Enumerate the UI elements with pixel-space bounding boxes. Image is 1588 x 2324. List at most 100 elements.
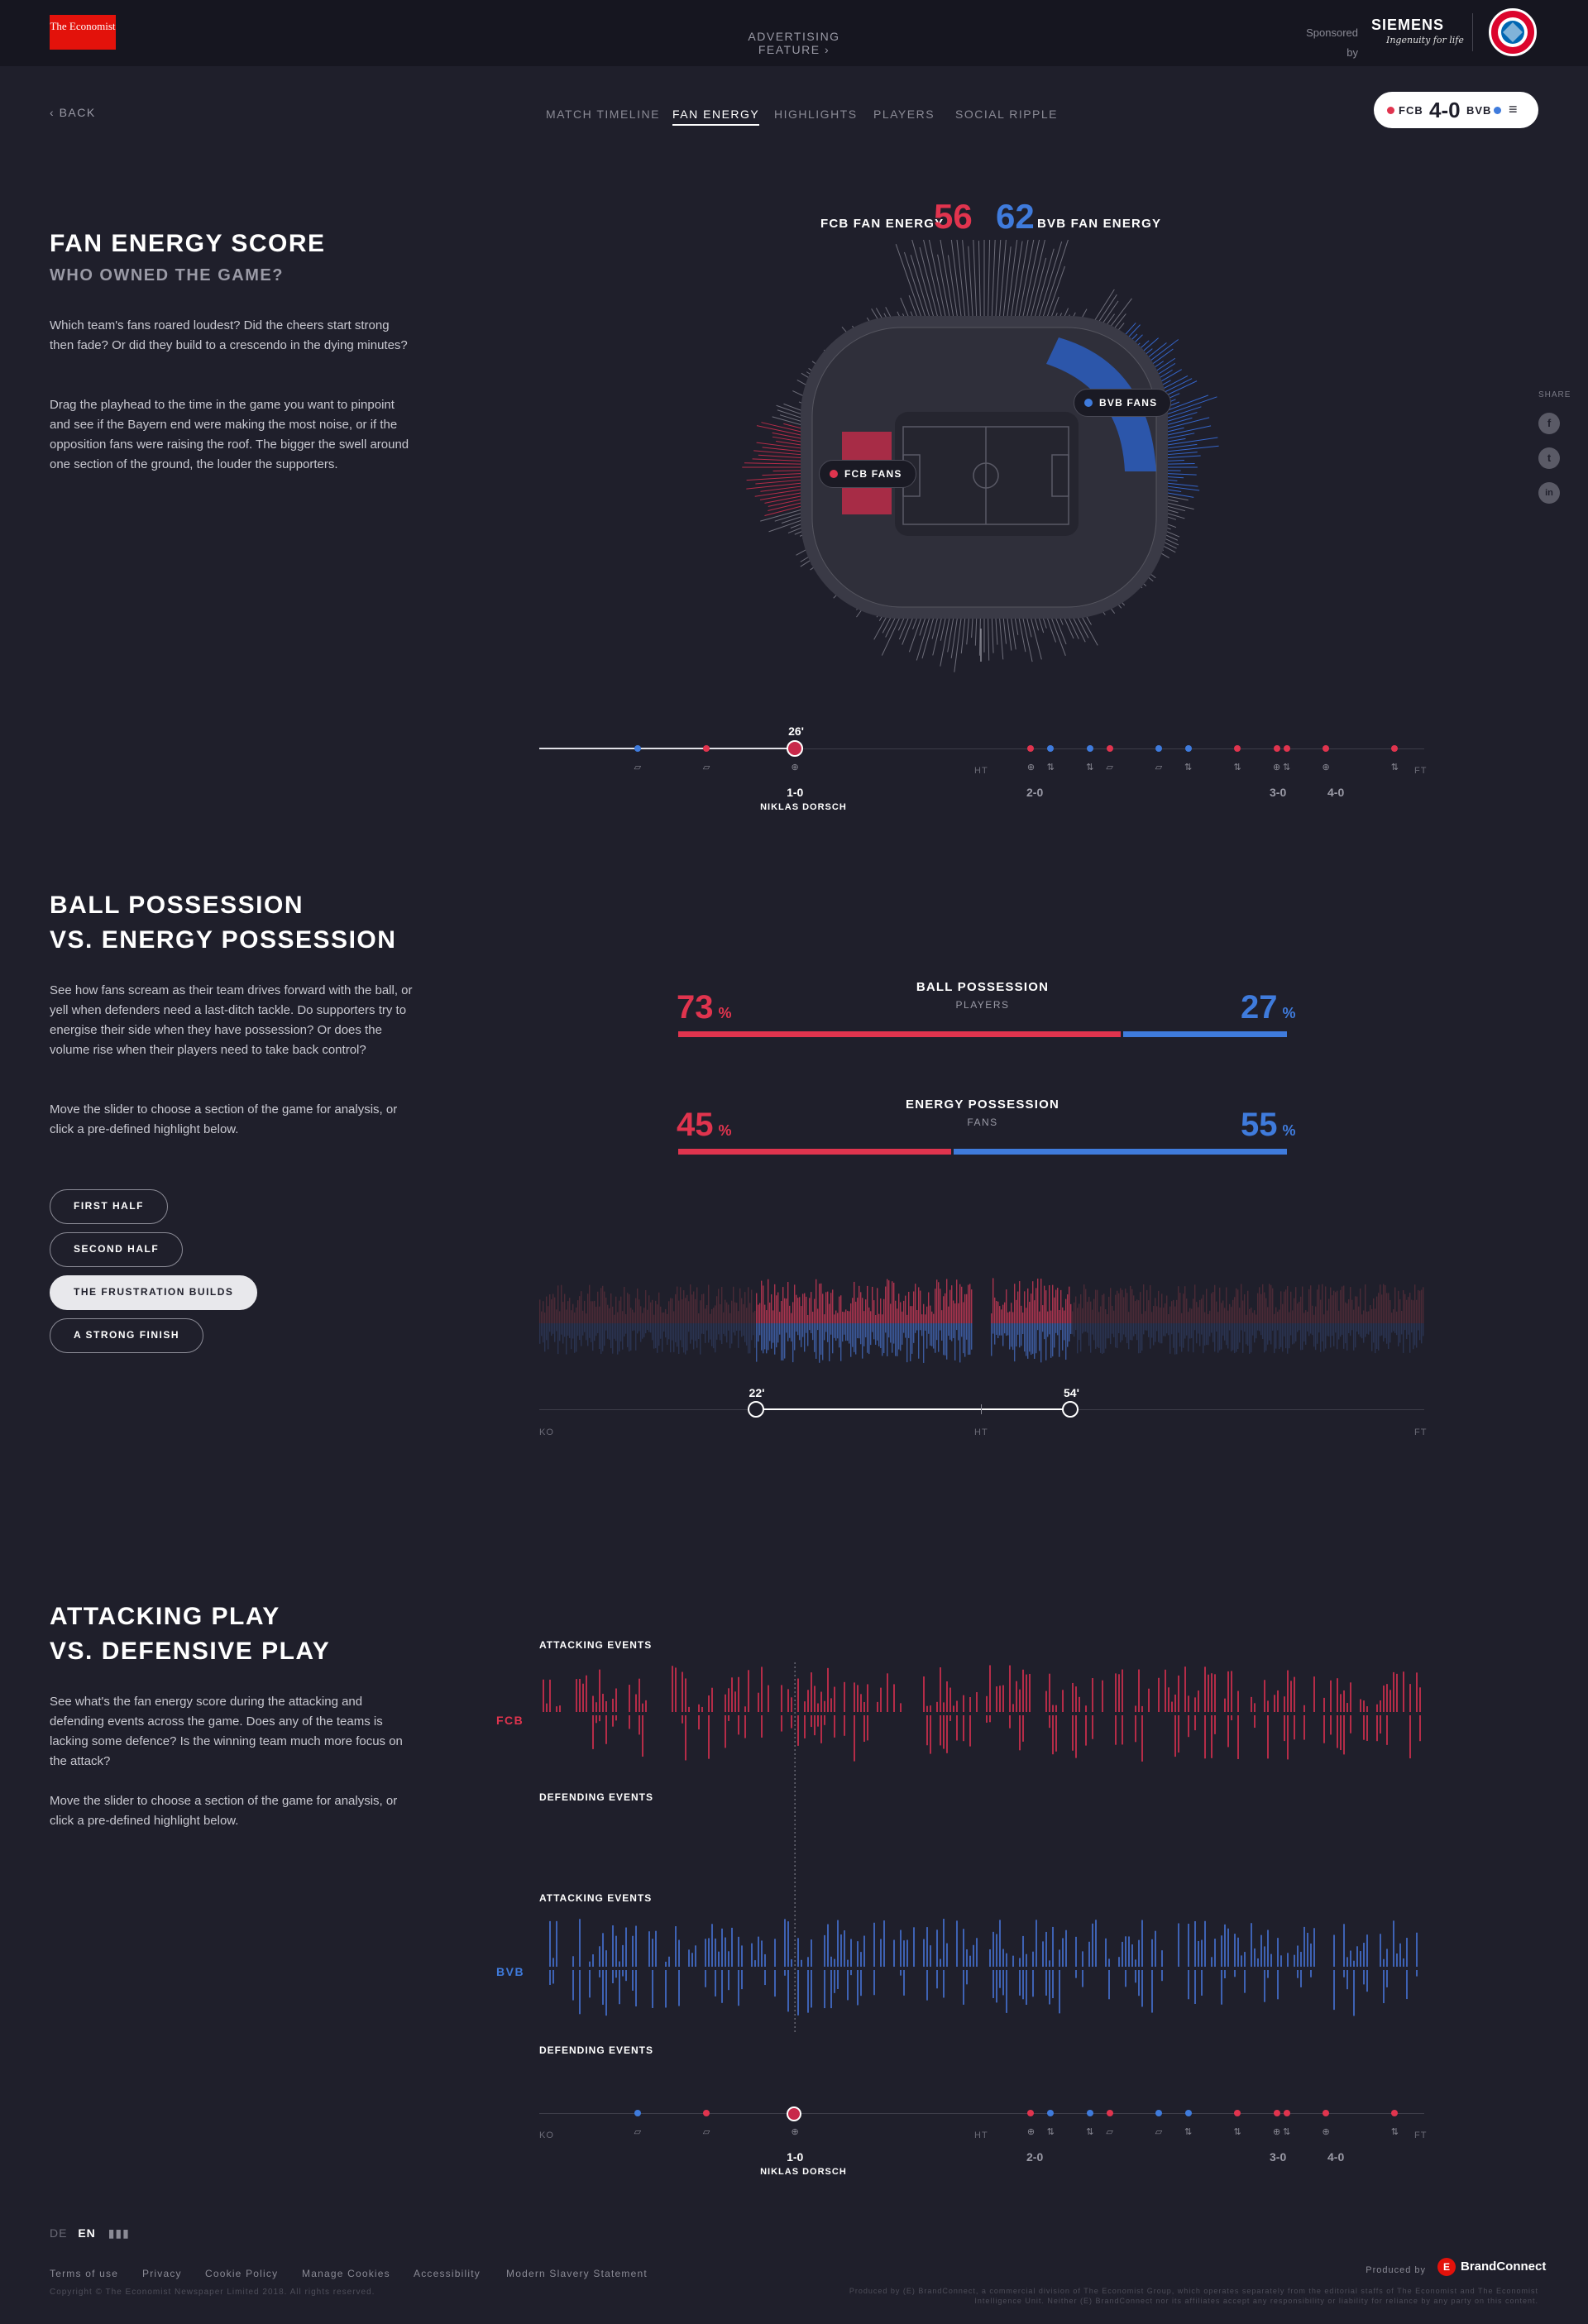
energy-spike: [756, 442, 802, 449]
range-start-handle[interactable]: [747, 1401, 764, 1418]
footer-manage-cookies[interactable]: Manage Cookies: [302, 2268, 390, 2279]
wave-bar-away: [774, 1323, 776, 1355]
nav-players[interactable]: PLAYERS: [873, 108, 935, 121]
fcb-defending-bar: [963, 1715, 964, 1742]
fan-energy-timeline[interactable]: ▱ ▱ ⊕ ⊕ ⇅ ⇅ ▱ ▱ ⇅ ⇅ ⊕ ⇅ ⊕ ⇅ 26' HT FT 1-0 NIKLAS DORS…: [539, 724, 1428, 819]
event-dot[interactable]: [703, 745, 710, 752]
bvb-defending-bar: [1002, 1970, 1004, 1996]
highlight-second-half[interactable]: SECOND HALF: [50, 1232, 184, 1267]
wave-bar-home: [622, 1311, 624, 1323]
fcb-defending-bar: [949, 1715, 951, 1721]
energy-spike: [1167, 476, 1184, 479]
playhead[interactable]: [787, 740, 804, 757]
wave-bar-away: [1264, 1323, 1265, 1353]
event-dot[interactable]: [1184, 745, 1192, 752]
fcb-defending-bar: [1211, 1715, 1213, 1758]
facebook-icon[interactable]: f: [1538, 413, 1560, 434]
event-dot[interactable]: [1155, 2110, 1162, 2116]
highlight-strong-finish[interactable]: A STRONG FINISH: [50, 1318, 204, 1353]
energy-spike: [1036, 241, 1063, 323]
menu-icon[interactable]: ≡: [1509, 101, 1518, 117]
lang-en[interactable]: EN: [78, 2226, 96, 2240]
nav-highlights[interactable]: HIGHLIGHTS: [774, 108, 858, 121]
event-dot[interactable]: [1047, 2110, 1055, 2116]
advertising-feature-link[interactable]: ADVERTISING FEATURE ›: [728, 30, 860, 56]
event-dot[interactable]: [1391, 2110, 1399, 2116]
fcb-attacking-bar: [559, 1705, 561, 1712]
stadium-visualization[interactable]: [703, 240, 1265, 686]
footer-cookie-policy[interactable]: Cookie Policy: [205, 2268, 279, 2279]
footer-modern-slavery[interactable]: Modern Slavery Statement: [506, 2268, 648, 2279]
wave-bar-away: [1272, 1323, 1274, 1331]
event-dot[interactable]: [1323, 2110, 1330, 2116]
lang-de[interactable]: DE: [50, 2226, 68, 2240]
fcb-defending-bar: [698, 1715, 700, 1730]
range-end-handle[interactable]: [1062, 1401, 1079, 1418]
event-dot[interactable]: [1027, 745, 1035, 752]
brandconnect-e-icon[interactable]: E: [1437, 2258, 1456, 2276]
bvb-attacking-bar: [1303, 1926, 1305, 1967]
siemens-logo[interactable]: SIEMENS: [1371, 17, 1445, 33]
nav-match-timeline[interactable]: MATCH TIMELINE: [546, 108, 660, 121]
event-dot[interactable]: [1323, 745, 1330, 752]
wave-bar-away: [584, 1323, 586, 1332]
event-dot[interactable]: [1283, 745, 1290, 752]
twitter-icon[interactable]: t: [1538, 447, 1560, 469]
event-dot[interactable]: [1234, 745, 1241, 752]
wave-bar-home: [549, 1294, 551, 1323]
footer-terms[interactable]: Terms of use: [50, 2268, 119, 2279]
fcb-attacking-bar: [1363, 1700, 1365, 1712]
linkedin-icon[interactable]: in: [1538, 482, 1560, 504]
event-dot[interactable]: [1086, 745, 1093, 752]
attacking-timeline[interactable]: ▱ ▱ ⊕ ⊕ ⇅ ⇅ ▱ ▱ ⇅ ⇅ ⊕ ⇅ ⊕ ⇅ KO HT FT 1-0 NIKLAS DORSC…: [539, 2092, 1426, 2183]
event-dot[interactable]: [703, 2110, 710, 2116]
event-dot[interactable]: [1273, 2110, 1280, 2116]
timeline2-score-4-0: 4-0: [1327, 2150, 1345, 2164]
fcb-attacking-bar: [946, 1681, 948, 1712]
nav-fan-energy[interactable]: FAN ENERGY: [672, 108, 760, 126]
wave-bar-home: [567, 1301, 569, 1323]
event-dot[interactable]: [1155, 745, 1162, 752]
highlight-first-half[interactable]: FIRST HALF: [50, 1189, 168, 1224]
wave-bar-home: [933, 1313, 935, 1323]
wave-bar-away: [625, 1323, 627, 1334]
event-dot[interactable]: [634, 2110, 641, 2116]
fcb-defending-bar: [1267, 1715, 1269, 1759]
timeline2-playhead[interactable]: [787, 2106, 802, 2121]
wave-bar-away: [652, 1323, 653, 1341]
footer-accessibility[interactable]: Accessibility: [414, 2268, 481, 2279]
economist-logo[interactable]: The Economist: [50, 15, 116, 50]
range-slider[interactable]: 22' 54' KO HT FT: [539, 1386, 1426, 1439]
event-dot[interactable]: [634, 745, 641, 752]
fan-energy-subtitle: WHO OWNED THE GAME?: [50, 266, 284, 285]
event-dot[interactable]: [1184, 2110, 1192, 2116]
nav-social-ripple[interactable]: SOCIAL RIPPLE: [955, 108, 1059, 121]
fcb-attacking-bar: [698, 1704, 700, 1712]
event-dot[interactable]: [1234, 2110, 1241, 2116]
score-pill[interactable]: FCB 4-0 BVB ≡: [1374, 92, 1538, 128]
event-dot[interactable]: [1106, 2110, 1113, 2116]
wave-bar-away: [1315, 1323, 1317, 1351]
language-switch[interactable]: DE EN ▮▮▮: [50, 2226, 130, 2240]
footer-privacy[interactable]: Privacy: [142, 2268, 182, 2279]
highlight-frustration-builds[interactable]: THE FRUSTRATION BUILDS: [50, 1275, 258, 1310]
fcb-crest-icon[interactable]: [1489, 8, 1537, 56]
back-button[interactable]: ‹ BACK: [50, 106, 96, 119]
wave-bar-away: [1012, 1323, 1014, 1351]
away-energy-label: BVB FAN ENERGY: [1037, 217, 1162, 231]
wave-bar-home: [959, 1284, 961, 1323]
event-dot[interactable]: [1106, 745, 1113, 752]
brandconnect-name[interactable]: BrandConnect: [1461, 2259, 1547, 2274]
wave-bar-away: [1244, 1323, 1246, 1332]
event-dot[interactable]: [1086, 2110, 1093, 2116]
bvb-defending-bar: [873, 1970, 875, 1996]
ft-label: FT: [1414, 766, 1428, 776]
wave-bar-away: [911, 1323, 913, 1354]
event-dot[interactable]: [1283, 2110, 1290, 2116]
bar-chart-icon[interactable]: ▮▮▮: [108, 2226, 130, 2240]
event-dot[interactable]: [1047, 745, 1055, 752]
event-dot[interactable]: [1391, 745, 1399, 752]
bvb-attacking-bar: [1019, 1958, 1021, 1967]
event-dot[interactable]: [1273, 745, 1280, 752]
event-dot[interactable]: [1027, 2110, 1035, 2116]
